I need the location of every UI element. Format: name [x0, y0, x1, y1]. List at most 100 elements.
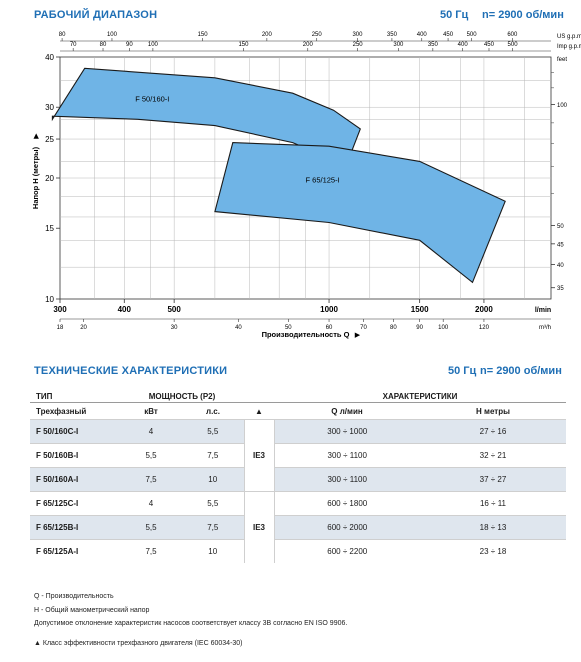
x2-unit-label: m³/h [539, 325, 551, 331]
row-model: F 65/125C-I [30, 491, 120, 516]
y-tick-label: 30 [45, 103, 54, 112]
us-tick-label: 500 [467, 32, 478, 38]
x-axis-title: Производительность Q [262, 330, 350, 339]
row-model: F 50/160B-I [30, 443, 120, 468]
note-efficiency-text: Класс эффективности трехфазного двигател… [42, 639, 243, 647]
y2-tick-label: 45 [557, 242, 564, 248]
x2-tick-label: 18 [57, 325, 64, 331]
table-row: F 65/125C-I 4 5,5 IE3 600 ÷ 1800 16 ÷ 11 [30, 491, 566, 563]
us-unit-label: US g.p.m. [557, 34, 581, 40]
us-tick-label: 350 [387, 32, 398, 38]
imp-unit-label: Imp g.p.m. [557, 44, 581, 50]
note-q: Q - Производительность [34, 593, 114, 600]
x2-tick-label: 100 [438, 325, 449, 331]
header-kw: кВт [144, 406, 158, 416]
table-row: F 50/160B-I 5,5 7,5 300 ÷ 1100 32 ÷ 21 [30, 443, 566, 468]
row-model: F 65/125A-I [30, 539, 120, 563]
note-h: H - Общий манометрический напор [34, 606, 150, 614]
performance-chart: F 50/160-I F 65/125-I 10 15 20 25 30 40 Напор H … [31, 32, 581, 339]
table-row: F 65/125A-I 7,5 10 600 ÷ 2200 23 ÷ 18 [30, 539, 566, 563]
efficiency-marker-icon: ▲ [34, 639, 43, 647]
us-tick-label: 100 [107, 32, 118, 38]
us-tick-label: 450 [443, 32, 454, 38]
x2-tick-label: 80 [390, 325, 397, 331]
x2-tick-label: 40 [235, 325, 242, 331]
imp-tick-label: 100 [148, 42, 159, 48]
row-kw: 7,5 [120, 467, 182, 492]
y-tick-label: 25 [45, 135, 54, 144]
y2-tick-label: 100 [557, 103, 568, 109]
chart-section-title: РАБОЧИЙ ДИАПАЗОН [34, 9, 158, 21]
chart-axes [56, 38, 555, 322]
us-tick-label: 80 [59, 32, 66, 38]
imp-tick-label: 500 [508, 42, 519, 48]
row-hp: 7,5 [182, 515, 244, 540]
chart-areas [51, 67, 506, 284]
notes: Q - Производительность H - Общий маномет… [34, 590, 347, 650]
x2-tick-label: 70 [360, 325, 367, 331]
row-model: F 50/160C-I [30, 419, 120, 444]
us-tick-label: 250 [312, 32, 323, 38]
row-head: 23 ÷ 18 [420, 539, 566, 563]
imp-tick-label: 400 [458, 42, 469, 48]
y-tick-label: 10 [45, 295, 54, 304]
header-phase: Трехфазный [36, 406, 87, 416]
x-tick-label: 1000 [320, 305, 338, 314]
x-tick-label: 300 [53, 305, 67, 314]
imp-tick-label: 150 [238, 42, 249, 48]
row-model: F 65/125B-I [30, 515, 120, 540]
series-label: F 50/160-I [135, 94, 169, 103]
specs-table: ТИП МОЩНОСТЬ (P2) ХАРАКТЕРИСТИКИ Трехфаз… [30, 390, 566, 563]
row-kw: 5,5 [120, 443, 182, 468]
x-tick-label: 1500 [411, 305, 429, 314]
row-hp: 10 [182, 467, 244, 492]
row-hp: 5,5 [182, 491, 244, 516]
us-tick-label: 300 [352, 32, 363, 38]
series-label: F 65/125-I [306, 175, 340, 184]
note-tolerance: Допустимое отклонение характеристик насо… [34, 620, 348, 627]
table-row: F 50/160C-I 4 5,5 IE3 300 ÷ 1000 27 ÷ 16 [30, 419, 566, 492]
row-kw: 5,5 [120, 515, 182, 540]
y2-tick-label: 50 [557, 224, 564, 230]
specs-header-row: ТИП МОЩНОСТЬ (P2) ХАРАКТЕРИСТИКИ [30, 390, 566, 403]
row-head: 18 ÷ 13 [420, 515, 566, 540]
y2-tick-label: 40 [557, 263, 564, 269]
row-model: F 50/160A-I [30, 467, 120, 492]
us-tick-label: 200 [262, 32, 273, 38]
range-area-1 [51, 67, 361, 167]
y-axis-arrow-icon: ▶ [33, 133, 40, 139]
row-kw: 4 [120, 419, 182, 444]
x-tick-label: 500 [167, 305, 181, 314]
header-characteristics: ХАРАКТЕРИСТИКИ [274, 390, 566, 403]
x2-tick-label: 60 [326, 325, 333, 331]
row-ie-class: IE3 [243, 419, 275, 492]
imp-tick-label: 450 [484, 42, 495, 48]
x2-tick-label: 30 [171, 325, 178, 331]
us-tick-label: 600 [507, 32, 518, 38]
x-tick-label: 400 [118, 305, 132, 314]
x-axis-arrow-icon: ▶ [355, 332, 361, 339]
y-tick-label: 15 [45, 224, 54, 233]
us-tick-label: 150 [198, 32, 209, 38]
y-tick-label: 20 [45, 174, 54, 183]
specs-section-title: ТЕХНИЧЕСКИЕ ХАРАКТЕРИСТИКИ [34, 365, 228, 377]
chart-frequency: 50 Гц [440, 9, 469, 21]
specs-subheader-row: Трехфазный кВт л.с. ▲ Q л/мин H метры [30, 403, 566, 420]
row-head: 37 ÷ 27 [420, 467, 566, 492]
row-head: 16 ÷ 11 [420, 491, 566, 516]
row-head: 27 ÷ 16 [420, 419, 566, 444]
chart-speed: n= 2900 об/мин [482, 9, 564, 21]
table-row: F 65/125B-I 5,5 7,5 600 ÷ 2000 18 ÷ 13 [30, 515, 566, 540]
x2-tick-label: 50 [285, 325, 292, 331]
row-hp: 7,5 [182, 443, 244, 468]
row-flow: 600 ÷ 2000 [274, 515, 420, 540]
range-area-2 [214, 142, 506, 284]
x2-tick-label: 120 [479, 325, 490, 331]
row-head: 32 ÷ 21 [420, 443, 566, 468]
table-row: F 50/160A-I 7,5 10 300 ÷ 1100 37 ÷ 27 [30, 467, 566, 492]
header-flow: Q л/мин [331, 406, 363, 416]
specs-frequency: 50 Гц [448, 365, 477, 377]
efficiency-marker-icon: ▲ [255, 406, 263, 416]
x2-tick-label: 90 [416, 325, 423, 331]
row-flow: 600 ÷ 1800 [274, 491, 420, 516]
